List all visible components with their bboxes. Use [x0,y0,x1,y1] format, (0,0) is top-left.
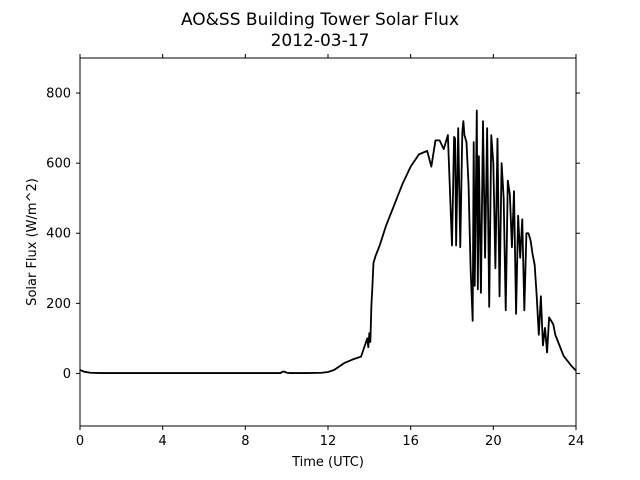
x-tick-label: 20 [485,434,502,449]
chart-subtitle: 2012-03-17 [271,31,370,51]
y-axis: 0 200 400 600 800 [46,87,580,382]
plot-frame [79,57,577,427]
y-tick-label: 0 [63,367,71,382]
y-axis-label: Solar Flux (W/m^2) [25,178,40,306]
y-tick-label: 400 [46,227,71,242]
x-tick-label: 0 [76,434,84,449]
plot-area [79,109,577,374]
x-tick-label: 8 [241,434,249,449]
x-tick-label: 24 [568,434,585,449]
y-tick-label: 200 [46,297,71,312]
x-tick-label: 16 [402,434,419,449]
y-tick-label: 600 [46,157,71,172]
series-line-0 [79,109,577,374]
chart-title: AO&SS Building Tower Solar Flux [181,10,459,30]
x-tick-label: 4 [159,434,167,449]
y-tick-label: 800 [46,87,71,102]
x-axis-label: Time (UTC) [291,455,364,470]
x-tick-label: 12 [320,434,337,449]
x-axis: 0 4 8 12 16 20 24 [76,54,584,449]
